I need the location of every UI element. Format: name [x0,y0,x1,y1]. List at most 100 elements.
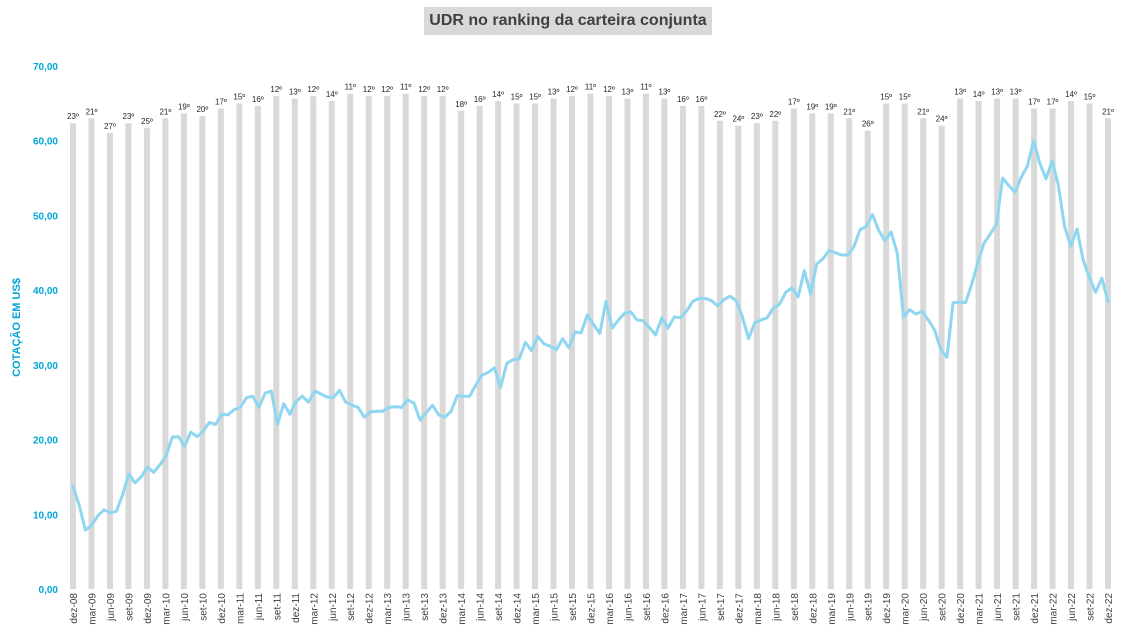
y-tick-label: 10,00 [33,510,58,521]
rank-bar [920,118,927,590]
chart-title: UDR no ranking da carteira conjunta [429,12,707,29]
rank-bar [753,123,760,589]
rank-label: 22º [769,110,781,119]
rank-label: 17º [1028,97,1040,106]
rank-bar [975,101,982,589]
rank-label: 12º [381,85,393,94]
chart-title-box: UDR no ranking da carteira conjunta [424,7,712,35]
rank-label: 16º [252,95,264,104]
rank-bar [476,105,483,590]
x-tick-label: mar-19 [827,593,838,625]
x-tick-label: dez-20 [956,593,967,624]
rank-bar [328,101,335,589]
rank-label: 21º [917,107,929,116]
x-tick-label: dez-21 [1030,593,1041,624]
rank-bar [809,113,816,589]
rank-label: 15º [880,93,892,102]
x-tick-label: mar-22 [1049,593,1060,625]
rank-label: 13º [289,88,301,97]
rank-bar [421,96,428,589]
rank-bar [458,110,465,589]
rank-bar [310,96,317,589]
x-tick-label: set-10 [198,593,209,621]
rank-label: 11º [585,83,596,92]
price-line [71,139,1110,532]
rank-bar [291,98,298,589]
x-tick-label: set-09 [124,593,135,621]
rank-bar [661,98,668,589]
rank-bar [698,105,705,590]
x-tick-label: dez-15 [587,593,598,624]
x-tick-label: mar-14 [457,593,468,625]
x-tick-label: jun-13 [402,593,413,622]
y-tick-label: 70,00 [33,62,58,73]
y-tick-label: 0,00 [39,585,59,596]
rank-bar [735,125,742,589]
y-tick-label: 50,00 [33,211,58,222]
x-tick-label: dez-14 [513,593,524,624]
rank-label: 15º [899,93,911,102]
rank-bar [162,118,169,590]
x-tick-label: dez-10 [217,593,228,624]
rank-bar [550,98,557,589]
x-tick-label: set-17 [716,593,727,621]
rank-label: 21º [159,107,171,116]
rank-bar [605,96,612,589]
rank-bar [846,118,853,590]
x-tick-label: set-14 [494,593,505,621]
x-tick-label: dez-09 [143,593,154,624]
rank-label: 14º [973,90,985,99]
rank-bar [1049,108,1056,589]
x-tick-label: set-21 [1012,593,1023,621]
rank-bar [716,120,723,590]
rank-label: 13º [1010,88,1022,97]
rank-label: 14º [1065,90,1077,99]
rank-bar [679,105,686,590]
y-axis-label: COTAÇÃO EM US$ [10,278,23,377]
x-tick-label: dez-13 [439,593,450,624]
y-tick-label: 40,00 [33,286,58,297]
rank-label: 11º [345,83,356,92]
rank-label: 19º [825,102,837,111]
x-tick-label: set-16 [642,593,653,621]
x-tick-label: jun-19 [845,593,856,622]
x-tick-label: jun-11 [254,593,265,621]
rank-bar [439,96,446,589]
x-tick-label: mar-20 [901,593,912,625]
rank-bar [273,96,280,589]
x-tick-label: mar-10 [161,593,172,625]
x-tick-label: jun-17 [697,593,708,622]
rank-label: 11º [640,83,651,92]
rank-bar [957,98,964,589]
rank-label: 21º [86,107,98,116]
rank-bar [365,96,372,589]
rank-label: 12º [307,85,319,94]
rank-label: 15º [511,93,523,102]
x-tick-label: mar-11 [235,593,246,624]
x-tick-label: jun-18 [771,593,782,622]
rank-label: 14º [492,90,504,99]
rank-label: 13º [659,88,671,97]
x-tick-label: set-15 [568,593,579,621]
rank-label: 15º [1084,93,1096,102]
x-tick-label: dez-19 [882,593,893,624]
y-tick-label: 20,00 [33,436,58,447]
rank-bar [180,113,187,589]
rank-bar [402,93,409,589]
x-tick-label: jun-16 [623,593,634,622]
rank-label: 26º [862,120,874,129]
rank-bar [495,101,502,589]
rank-label: 12º [603,85,615,94]
x-tick-label: jun-09 [106,593,117,622]
x-tick-label: dez-11 [291,593,302,623]
rank-label: 25º [141,117,153,126]
rank-bar [70,123,76,589]
rank-bar [1068,101,1075,589]
rank-label: 19º [178,102,190,111]
rank-label: 27º [104,122,116,131]
x-tick-label: set-13 [420,593,431,621]
rank-bar [513,103,520,590]
x-tick-label: mar-15 [531,593,542,625]
x-tick-label: jun-20 [919,593,930,622]
rank-bar [772,120,779,590]
